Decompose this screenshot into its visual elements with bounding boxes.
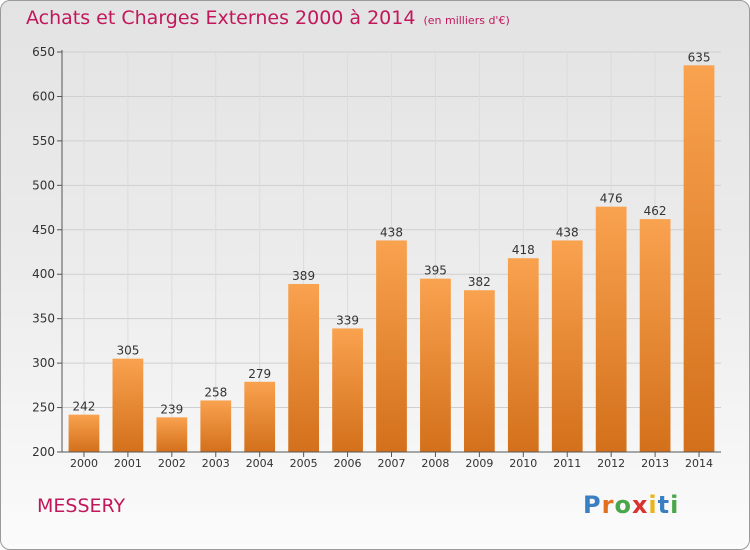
y-tick-label: 250	[32, 401, 55, 415]
logo-letter: t	[657, 491, 671, 519]
x-tick-label: 2010	[509, 457, 537, 470]
x-tick-label: 2008	[421, 457, 449, 470]
x-tick-label: 2007	[378, 457, 406, 470]
town-name: MESSERY	[37, 495, 126, 517]
bar	[288, 284, 320, 452]
y-tick-label: 650	[32, 45, 55, 59]
bar-value-label: 242	[73, 400, 96, 414]
x-tick-label: 2014	[685, 457, 713, 470]
logo-letter: P	[583, 491, 602, 519]
x-tick-label: 2009	[465, 457, 493, 470]
x-tick-label: 2001	[114, 457, 142, 470]
chart-title-main: Achats et Charges Externes 2000 à 2014	[26, 7, 416, 29]
bar	[156, 417, 188, 452]
logo-letter: o	[614, 491, 632, 519]
x-tick-label: 2002	[158, 457, 186, 470]
y-tick-label: 300	[32, 356, 55, 370]
x-tick-label: 2013	[641, 457, 669, 470]
bar	[595, 206, 627, 452]
chart-title-unit: (en milliers d'€)	[423, 14, 510, 27]
y-tick-label: 400	[32, 267, 55, 281]
bar-value-label: 239	[160, 402, 183, 416]
bar	[112, 358, 144, 452]
logo-letter: r	[601, 491, 615, 519]
chart-title: Achats et Charges Externes 2000 à 2014 (e…	[26, 7, 510, 29]
bar	[200, 400, 232, 452]
bar-value-label: 438	[380, 225, 403, 239]
bar-value-label: 258	[204, 385, 227, 399]
x-tick-label: 2005	[290, 457, 318, 470]
y-tick-label: 600	[32, 89, 55, 103]
bar	[639, 219, 671, 452]
bar	[463, 290, 495, 452]
x-tick-label: 2011	[553, 457, 581, 470]
y-tick-label: 200	[32, 445, 55, 459]
x-tick-label: 2006	[334, 457, 362, 470]
x-tick-label: 2003	[202, 457, 230, 470]
bar	[376, 240, 407, 452]
bar-value-label: 476	[600, 192, 623, 206]
y-tick-label: 550	[32, 134, 55, 148]
bar-value-label: 339	[336, 313, 359, 327]
bar-value-label: 635	[688, 50, 711, 64]
bar-value-label: 395	[424, 264, 447, 278]
x-tick-label: 2012	[597, 457, 625, 470]
bar-value-label: 279	[248, 367, 271, 381]
bar-value-label: 382	[468, 275, 491, 289]
logo-letter: x	[631, 491, 649, 519]
bar	[68, 414, 100, 452]
y-tick-label: 500	[32, 178, 55, 192]
bar	[332, 328, 363, 452]
labels: 242 305 239 258 279 389 339 438 395 382 418 438 476 4…	[73, 50, 711, 416]
bar	[507, 258, 539, 452]
y-tick-label: 350	[32, 312, 55, 326]
bar-value-label: 389	[292, 269, 315, 283]
bar-value-label: 305	[116, 344, 139, 358]
axes: 200 250 300 350 400 450 500 550 600 650 2000 2001 20…	[32, 45, 721, 470]
bar	[420, 278, 451, 452]
x-tick-label: 2000	[70, 457, 98, 470]
bar-value-label: 438	[556, 225, 579, 239]
bar-value-label: 462	[644, 204, 667, 218]
bar-value-label: 418	[512, 243, 535, 257]
bars	[68, 65, 715, 452]
logo-letter: i	[648, 491, 658, 519]
x-tick-label: 2004	[246, 457, 274, 470]
bar	[683, 65, 715, 452]
bar	[244, 381, 276, 452]
logo-letter: i	[670, 491, 680, 519]
bar	[551, 240, 583, 452]
proxiti-logo: Proxiti	[583, 491, 679, 519]
y-tick-label: 450	[32, 223, 55, 237]
